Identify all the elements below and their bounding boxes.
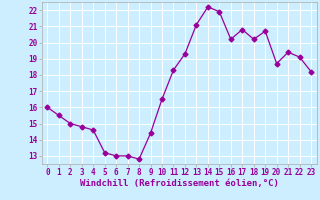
X-axis label: Windchill (Refroidissement éolien,°C): Windchill (Refroidissement éolien,°C) xyxy=(80,179,279,188)
